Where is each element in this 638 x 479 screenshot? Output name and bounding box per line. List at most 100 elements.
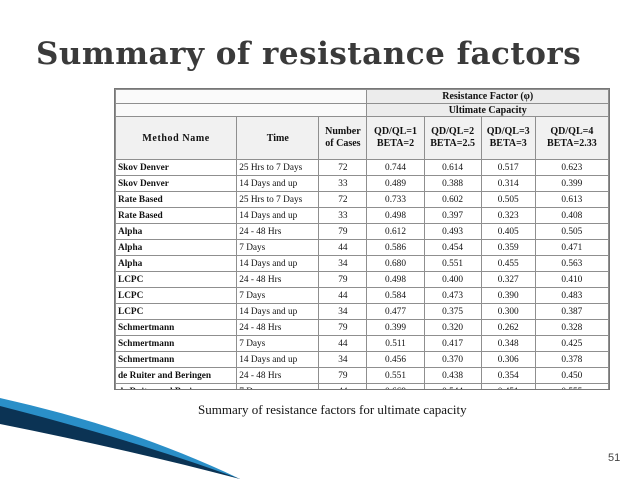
- column-header-beta-3: QD/QL=3 BETA=3: [480, 116, 536, 160]
- beta-2-cell: 0.370: [423, 351, 482, 368]
- table-row: Alpha 7 Days 44 0.586 0.454 0.359 0.471: [115, 239, 609, 256]
- method-cell: Schmertmann: [115, 335, 238, 352]
- column-header-beta-1: QD/QL=1 BETA=2: [366, 116, 425, 160]
- beta-2-cell: 0.454: [423, 239, 482, 256]
- sub-header: Ultimate Capacity: [366, 103, 609, 117]
- beta-2-cell: 0.614: [423, 159, 482, 176]
- beta-1-cell: 0.456: [366, 351, 425, 368]
- method-cell: LCPC: [115, 271, 238, 288]
- cases-cell: 79: [318, 319, 368, 336]
- beta-1-ratio: QD/QL=1: [374, 126, 417, 137]
- beta-4-cell: 0.505: [534, 223, 609, 240]
- beta-3-cell: 0.323: [480, 207, 536, 224]
- beta-4-cell: 0.450: [534, 367, 609, 384]
- column-header-beta-4: QD/QL=4 BETA=2.33: [534, 116, 609, 160]
- beta-2-cell: 0.602: [423, 191, 482, 208]
- method-cell: Alpha: [115, 239, 238, 256]
- table-row: de Ruiter and Beringen7 Days440.6690.544…: [115, 383, 609, 389]
- beta-3-cell: 0.390: [480, 287, 536, 304]
- cases-cell: 33: [318, 175, 368, 192]
- time-cell: 24 - 48 Hrs: [236, 367, 320, 384]
- table-row: Alpha 24 - 48 Hrs 79 0.612 0.493 0.405 0.505: [115, 223, 609, 240]
- time-cell: 7 Days: [236, 287, 320, 304]
- cases-cell: 34: [318, 351, 368, 368]
- group-header: Resistance Factor (φ): [366, 89, 609, 104]
- beta-1-cell: 0.551: [366, 367, 425, 384]
- beta-1-cell: 0.586: [366, 239, 425, 256]
- beta-4-cell: 0.425: [534, 335, 609, 352]
- beta-3-cell: 0.327: [480, 271, 536, 288]
- time-cell: 24 - 48 Hrs: [236, 271, 320, 288]
- beta-2-cell: 0.438: [423, 367, 482, 384]
- beta-3-value: BETA=3: [489, 138, 527, 149]
- cases-cell: 33: [318, 207, 368, 224]
- column-header-cases-line2: of Cases: [325, 138, 361, 149]
- beta-4-cell: 0.623: [534, 159, 609, 176]
- cases-cell: 79: [318, 223, 368, 240]
- table-caption: Summary of resistance factors for ultima…: [198, 402, 467, 417]
- resistance-factors-table: Resistance Factor (φ) Ultimate Capacity …: [114, 88, 610, 390]
- time-cell: 7 Days: [236, 239, 320, 256]
- beta-2-value: BETA=2.5: [430, 138, 475, 149]
- beta-2-ratio: QD/QL=2: [431, 126, 475, 137]
- column-header-cases: Number of Cases: [318, 116, 368, 160]
- beta-1-cell: 0.399: [366, 319, 425, 336]
- page-number: 51: [608, 452, 621, 464]
- cases-cell: 44: [318, 335, 368, 352]
- column-header-time: Time: [236, 116, 320, 160]
- table-row: Skov Denver 14 Days and up 33 0.489 0.388 0.3…: [115, 175, 609, 192]
- method-cell: Alpha: [115, 223, 238, 240]
- cases-cell: 44: [318, 287, 368, 304]
- beta-2-cell: 0.493: [423, 223, 482, 240]
- column-header-beta-2: QD/QL=2 BETA=2.5: [423, 116, 482, 160]
- table-row: Schmertmann 24 - 48 Hrs 79 0.399 0.320 0.262 0…: [115, 319, 609, 336]
- time-cell: 14 Days and up: [236, 175, 320, 192]
- beta-1-cell: 0.498: [366, 207, 425, 224]
- table-row: Schmertmann 7 Days 44 0.511 0.417 0.348 0.425: [115, 335, 609, 352]
- beta-1-value: BETA=2: [376, 138, 415, 149]
- table-row: Skov Denver 25 Hrs to 7 Days 72 0.744 0.614 0…: [115, 159, 609, 176]
- beta-3-ratio: QD/QL=3: [486, 126, 530, 137]
- table-row: LCPC 24 - 48 Hrs 79 0.498 0.400 0.327 0.410: [115, 271, 609, 288]
- time-cell: 14 Days and up: [236, 255, 320, 272]
- beta-1-cell: 0.498: [366, 271, 425, 288]
- slide-title: Summary of resistance factors: [36, 36, 582, 72]
- table-row: LCPC 14 Days and up 34 0.477 0.375 0.300 0.387: [115, 303, 609, 320]
- beta-4-cell: 0.471: [534, 239, 609, 256]
- beta-2-cell: 0.544: [423, 383, 482, 389]
- beta-1-cell: 0.744: [366, 159, 425, 176]
- beta-4-cell: 0.555: [534, 383, 609, 389]
- header-blank: [115, 89, 368, 104]
- beta-2-cell: 0.551: [423, 255, 482, 272]
- time-cell: 14 Days and up: [236, 351, 320, 368]
- beta-3-cell: 0.451: [480, 383, 536, 389]
- beta-3-cell: 0.405: [480, 223, 536, 240]
- beta-3-cell: 0.306: [480, 351, 536, 368]
- method-cell: Alpha: [115, 255, 238, 272]
- beta-4-cell: 0.613: [534, 191, 609, 208]
- table-row: de Ruiter and Beringen 24 - 48 Hrs 79 0.551…: [115, 367, 609, 384]
- beta-1-cell: 0.477: [366, 303, 425, 320]
- cases-cell: 79: [318, 271, 368, 288]
- method-cell: LCPC: [115, 303, 238, 320]
- beta-1-cell: 0.584: [366, 287, 425, 304]
- time-cell: 14 Days and up: [236, 207, 320, 224]
- method-cell: Rate Based: [115, 191, 238, 208]
- beta-4-cell: 0.387: [534, 303, 609, 320]
- beta-1-cell: 0.489: [366, 175, 425, 192]
- method-cell: Skov Denver: [115, 159, 238, 176]
- beta-4-ratio: QD/QL=4: [550, 126, 594, 137]
- beta-1-cell: 0.612: [366, 223, 425, 240]
- beta-1-cell: 0.669: [366, 383, 425, 389]
- method-cell: Schmertmann: [115, 351, 238, 368]
- cases-cell: 44: [318, 239, 368, 256]
- cases-cell: 72: [318, 159, 368, 176]
- beta-2-cell: 0.417: [423, 335, 482, 352]
- method-cell: de Ruiter and Beringen: [115, 367, 238, 384]
- beta-3-cell: 0.300: [480, 303, 536, 320]
- beta-4-cell: 0.408: [534, 207, 609, 224]
- cases-cell: 44: [318, 383, 368, 389]
- beta-3-cell: 0.455: [480, 255, 536, 272]
- beta-4-cell: 0.483: [534, 287, 609, 304]
